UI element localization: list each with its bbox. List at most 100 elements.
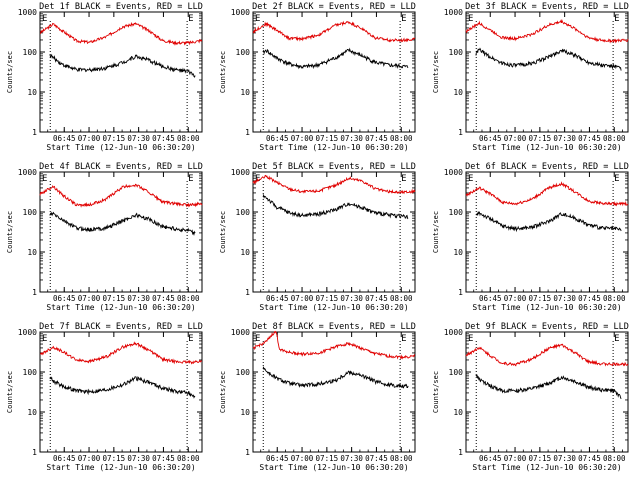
y-tick-label: 1000 — [231, 168, 250, 177]
x-tick-label: 07:00 — [291, 294, 314, 303]
detector-panel: Det 5f BLACK = Events, RED = LLD 1 10 100 10… — [219, 162, 416, 312]
x-tick-label: 07:00 — [504, 134, 527, 143]
y-axis-label: Counts/sec — [432, 371, 440, 413]
y-tick-label: 10 — [453, 88, 463, 97]
y-axis-label: Counts/sec — [6, 51, 14, 93]
x-tick-label: 07:00 — [504, 454, 527, 463]
x-tick-label: 08:00 — [390, 134, 413, 143]
x-tick-label: 08:00 — [177, 134, 200, 143]
y-tick-label: 1 — [32, 288, 37, 297]
y-tick-label: 1 — [32, 128, 37, 137]
y-tick-label: 10 — [240, 408, 250, 417]
y-tick-label: 1000 — [231, 328, 250, 337]
x-tick-label: 07:45 — [365, 454, 388, 463]
x-tick-label: 08:00 — [603, 454, 626, 463]
x-tick-label: 07:45 — [578, 294, 601, 303]
y-tick-label: 1000 — [18, 328, 37, 337]
y-tick-label: 1000 — [444, 328, 463, 337]
x-tick-label: 07:00 — [78, 294, 101, 303]
y-tick-label: 1 — [32, 448, 37, 457]
detector-panel: Det 9f BLACK = Events, RED = LLD 1 10 100 10… — [432, 322, 629, 472]
events-series-line — [475, 47, 622, 71]
panel-title: Det 1f BLACK = Events, RED = LLD — [39, 2, 203, 12]
detector-panel: Det 3f BLACK = Events, RED = LLD 1 10 100 10… — [432, 2, 629, 152]
y-tick-label: 10 — [453, 408, 463, 417]
lld-series-line — [39, 183, 203, 208]
x-tick-label: 06:45 — [266, 454, 289, 463]
lld-series-line — [252, 330, 416, 360]
detector-panel: Det 8f BLACK = Events, RED = LLD 1 10 100 10… — [219, 322, 416, 472]
corner-marker-left: E — [468, 334, 473, 344]
panel-title: Det 7f BLACK = Events, RED = LLD — [39, 322, 203, 332]
corner-marker-left: E — [42, 334, 47, 344]
y-axis-label: Counts/sec — [432, 51, 440, 93]
x-tick-label: 08:00 — [390, 294, 413, 303]
y-tick-label: 1000 — [231, 8, 250, 17]
x-tick-label: 06:45 — [266, 134, 289, 143]
plot-frame — [252, 171, 416, 293]
corner-marker-right: E — [614, 174, 619, 184]
y-tick-label: 100 — [236, 48, 251, 57]
x-tick-label: 07:00 — [504, 294, 527, 303]
detector-panel: Det 2f BLACK = Events, RED = LLD 1 10 100 10… — [219, 2, 416, 152]
y-tick-label: 10 — [27, 408, 37, 417]
y-axis-label: Counts/sec — [432, 211, 440, 253]
events-series-line — [262, 47, 409, 70]
x-tick-label: 08:00 — [177, 454, 200, 463]
x-tick-label: 07:00 — [78, 134, 101, 143]
events-series-line — [49, 53, 196, 78]
plot-frame — [252, 11, 416, 133]
corner-marker-right: E — [401, 174, 406, 184]
lld-series-line — [39, 21, 203, 46]
y-tick-label: 1000 — [18, 8, 37, 17]
x-axis-label: Start Time (12-Jun-10 06:30:20) — [472, 143, 621, 152]
corner-marker-right: E — [614, 14, 619, 24]
events-series-line — [262, 366, 409, 389]
x-axis-label: Start Time (12-Jun-10 06:30:20) — [472, 463, 621, 472]
corner-marker-left: E — [255, 14, 260, 24]
y-tick-label: 1 — [245, 288, 250, 297]
x-tick-label: 08:00 — [390, 454, 413, 463]
x-tick-label: 07:00 — [291, 454, 314, 463]
x-tick-label: 06:45 — [479, 454, 502, 463]
corner-marker-left: E — [255, 334, 260, 344]
y-axis-label: Counts/sec — [219, 371, 227, 413]
x-tick-label: 07:15 — [103, 294, 126, 303]
x-tick-label: 07:15 — [529, 134, 552, 143]
events-series-line — [475, 374, 622, 399]
x-tick-label: 07:30 — [340, 134, 363, 143]
x-tick-label: 06:45 — [53, 294, 76, 303]
lld-series-line — [39, 341, 203, 365]
y-tick-label: 10 — [27, 248, 37, 257]
y-tick-label: 1 — [245, 448, 250, 457]
plot-frame — [465, 11, 629, 133]
y-tick-label: 100 — [449, 48, 464, 57]
panel-title: Det 8f BLACK = Events, RED = LLD — [252, 322, 416, 332]
x-tick-label: 07:15 — [103, 454, 126, 463]
plot-frame — [39, 11, 203, 133]
x-tick-label: 07:45 — [365, 134, 388, 143]
x-tick-label: 08:00 — [177, 294, 200, 303]
y-tick-label: 10 — [240, 88, 250, 97]
x-tick-label: 06:45 — [266, 294, 289, 303]
y-tick-label: 100 — [449, 208, 464, 217]
y-tick-label: 1000 — [18, 168, 37, 177]
y-tick-label: 1000 — [444, 168, 463, 177]
panel-title: Det 2f BLACK = Events, RED = LLD — [252, 2, 416, 12]
corner-marker-right: E — [401, 14, 406, 24]
panel-title: Det 6f BLACK = Events, RED = LLD — [465, 162, 629, 172]
corner-marker-right: E — [188, 334, 193, 344]
x-tick-label: 07:00 — [78, 454, 101, 463]
x-tick-label: 07:15 — [103, 134, 126, 143]
x-tick-label: 07:00 — [291, 134, 314, 143]
y-tick-label: 1000 — [444, 8, 463, 17]
events-series-line — [49, 211, 196, 236]
x-tick-label: 06:45 — [53, 454, 76, 463]
y-axis-label: Counts/sec — [6, 211, 14, 253]
corner-marker-left: E — [468, 14, 473, 24]
x-tick-label: 07:30 — [127, 294, 150, 303]
detector-panel: Det 1f BLACK = Events, RED = LLD 1 10 100 10… — [6, 2, 203, 152]
corner-marker-right: E — [188, 14, 193, 24]
corner-marker-left: E — [468, 174, 473, 184]
